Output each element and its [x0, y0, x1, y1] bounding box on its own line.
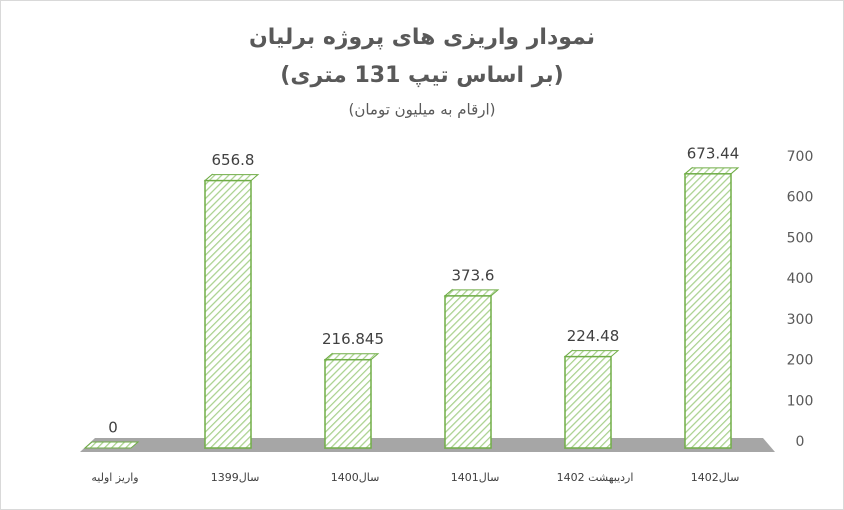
- value-label: 656.8: [212, 151, 255, 169]
- unit-note: (ارقام به میلیون تومان): [348, 101, 495, 119]
- x-tick-label: سال1401: [451, 471, 500, 484]
- y-tick-label: 100: [787, 393, 814, 409]
- bar-top: [443, 289, 500, 297]
- x-tick-label: سال1400: [331, 471, 380, 484]
- value-label: 0: [108, 419, 118, 437]
- chart-subtitle: (بر اساس تیپ 131 متری): [280, 63, 563, 88]
- y-tick-label: 400: [787, 271, 814, 287]
- value-label: 224.48: [567, 327, 620, 345]
- value-label: 216.845: [322, 330, 384, 348]
- x-tick-label: اردیبهشت 1402: [557, 471, 634, 484]
- bar-top: [83, 441, 140, 449]
- x-tick-label: سال1399: [211, 471, 260, 484]
- bar-top: [683, 167, 740, 175]
- chart-title: نمودار واریزی های پروژه برلیان: [249, 25, 595, 50]
- bar: [564, 355, 612, 449]
- floor: [80, 438, 775, 452]
- bar: [444, 295, 492, 449]
- x-tick-label: واریز اولیه: [91, 471, 138, 484]
- y-tick-label: 200: [787, 353, 814, 369]
- y-tick-label: 500: [787, 230, 814, 246]
- y-tick-label: 300: [787, 312, 814, 328]
- value-label: 373.6: [452, 266, 495, 284]
- x-tick-label: سال1402: [691, 471, 740, 484]
- bar: [324, 358, 372, 449]
- y-tick-label: 0: [796, 434, 805, 450]
- bar: [204, 179, 252, 449]
- value-label: 673.44: [687, 144, 740, 162]
- bar-top: [563, 350, 620, 358]
- bar-top: [323, 353, 380, 361]
- bar-top: [203, 174, 260, 182]
- bar: [684, 173, 732, 449]
- y-tick-label: 700: [787, 149, 814, 165]
- y-tick-label: 600: [787, 190, 814, 206]
